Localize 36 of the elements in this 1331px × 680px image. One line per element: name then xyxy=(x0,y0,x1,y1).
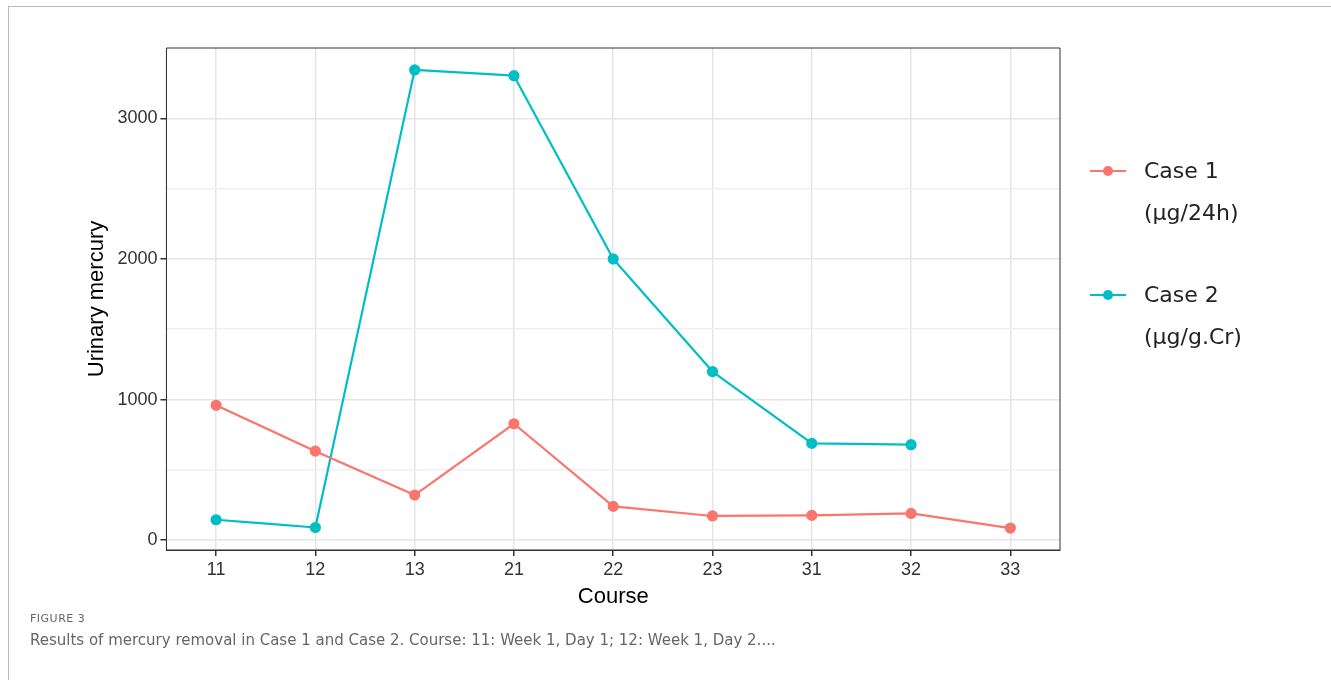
legend-label: Case 1 (µg/24h) xyxy=(1144,157,1240,227)
point xyxy=(905,439,917,451)
point xyxy=(806,437,818,450)
y-tick-label: 2000 xyxy=(117,247,158,268)
point xyxy=(309,445,321,457)
point xyxy=(607,500,619,513)
x-axis-title: Course xyxy=(577,582,649,608)
point xyxy=(210,514,222,526)
legend-label: Case 2 (µg/g.Cr) xyxy=(1144,281,1243,351)
y-tick-label: 0 xyxy=(147,529,158,550)
point xyxy=(409,489,421,501)
point xyxy=(210,399,222,411)
x-tick-label: 21 xyxy=(503,558,524,579)
point xyxy=(607,253,619,265)
point xyxy=(309,521,321,534)
point xyxy=(706,510,719,522)
x-tick-label: 22 xyxy=(603,558,624,579)
y-axis-title: Urinary mercury xyxy=(83,220,109,378)
point xyxy=(409,64,421,76)
x-tick-label: 13 xyxy=(404,558,425,579)
x-tick-label: 31 xyxy=(801,558,822,579)
x-tick-label: 12 xyxy=(305,558,326,579)
point xyxy=(508,418,520,430)
y-tick-label: 3000 xyxy=(117,107,158,128)
y-tick-label: 1000 xyxy=(117,388,158,409)
caption: FIGURE 3 xyxy=(30,612,87,625)
text: Results of mercury removal in Case 1 and Case 2. Course: 11: Week 1, Day 1; 12: Week 1, Day 2.... xyxy=(30,631,776,649)
point xyxy=(806,509,818,522)
point xyxy=(905,507,917,520)
point xyxy=(508,70,520,82)
x-tick-label: 11 xyxy=(206,558,226,579)
x-tick-label: 23 xyxy=(702,558,723,579)
x-tick-label: 32 xyxy=(901,558,922,579)
x-tick-label: 33 xyxy=(1000,558,1021,579)
point xyxy=(706,365,719,378)
point xyxy=(1004,522,1016,534)
